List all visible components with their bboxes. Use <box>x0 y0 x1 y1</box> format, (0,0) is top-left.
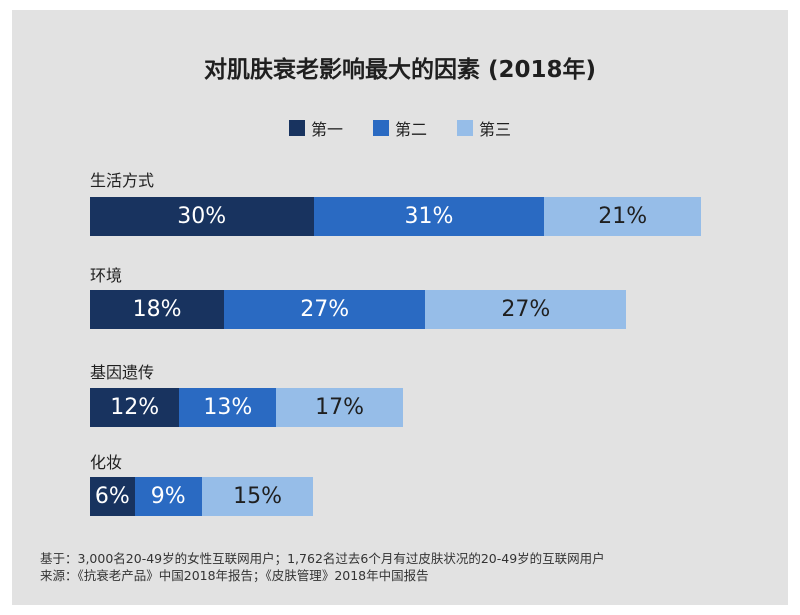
bar-segment-first-2: 12% <box>90 388 180 427</box>
bar-segment-third-1: 27% <box>425 290 627 329</box>
category-label-makeup: 化妆 <box>90 453 123 472</box>
bar-segment-third-3: 15% <box>201 477 314 516</box>
bar-segment-first-3: 6% <box>90 477 135 516</box>
bar-lifestyle: 30% 31% 21% <box>90 197 701 236</box>
legend-swatch-third <box>457 120 473 136</box>
legend-item-third: 第三 <box>457 116 511 140</box>
bar-segment-first-1: 18% <box>90 290 225 329</box>
legend-swatch-second <box>372 120 389 136</box>
chart-title: 对肌肤衰老影响最大的因素 (2018年) <box>203 57 597 83</box>
bar-segment-third-2: 17% <box>276 388 403 427</box>
bar-segment-third-0: 21% <box>544 197 701 236</box>
bar-makeup: 6% 9% 15% <box>90 477 314 516</box>
bar-segment-second-1: 27% <box>224 290 426 329</box>
legend-label-second: 第二 <box>394 120 427 139</box>
category-label-lifestyle: 生活方式 <box>90 171 155 190</box>
bar-environment: 18% 27% 27% <box>90 290 627 329</box>
category-label-environment: 环境 <box>90 266 123 285</box>
footnote-source: 来源：《抗衰老产品》中国2018年报告；《皮肤管理》2018年中国报告 <box>40 568 429 583</box>
footnote-base: 基于：3,000名20-49岁的女性互联网用户；1,762名过去6个月有过皮肤状… <box>40 551 605 566</box>
legend: 第一 第二 第三 <box>0 116 800 140</box>
category-label-genetics: 基因遗传 <box>90 363 155 382</box>
legend-item-first: 第一 <box>288 116 343 140</box>
legend-swatch-first <box>288 120 305 136</box>
bar-segment-first-0: 30% <box>90 197 314 236</box>
bar-genetics: 12% 13% 17% <box>90 388 403 427</box>
bar-segment-second-3: 9% <box>134 477 202 516</box>
bar-segment-second-2: 13% <box>179 388 277 427</box>
legend-label-first: 第一 <box>310 120 343 139</box>
bar-segment-second-0: 31% <box>313 197 545 236</box>
legend-item-second: 第二 <box>372 116 427 140</box>
legend-label-third: 第三 <box>479 120 512 139</box>
